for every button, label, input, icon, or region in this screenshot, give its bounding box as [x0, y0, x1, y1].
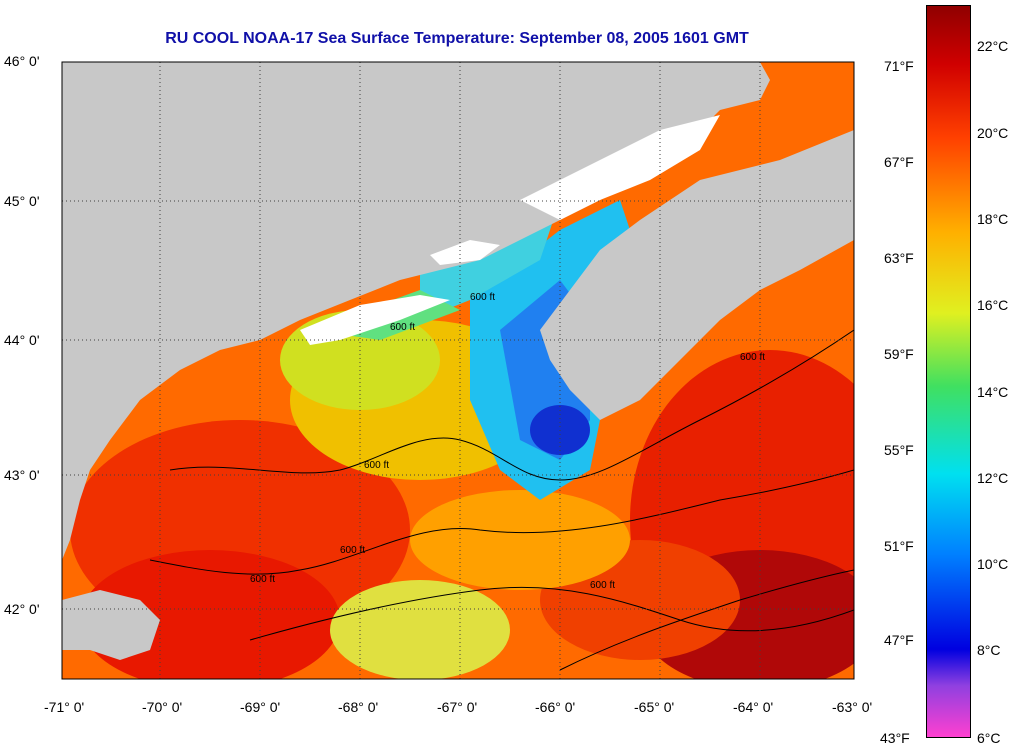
celsius-label: 22°C — [977, 38, 1009, 54]
map-title: RU COOL NOAA-17 Sea Surface Temperature:… — [165, 30, 749, 47]
lat-label: 45° 0' — [4, 193, 40, 209]
cloud-cover — [520, 115, 720, 220]
celsius-label: 8°C — [977, 642, 1001, 658]
fahrenheit-label: 47°F — [884, 632, 914, 648]
contour-label: 600 ft — [740, 352, 765, 363]
lat-label: 43° 0' — [4, 467, 40, 483]
celsius-label: 10°C — [977, 556, 1009, 572]
lat-label: 46° 0' — [4, 53, 40, 69]
lon-label: -63° 0' — [832, 699, 873, 715]
fahrenheit-label: 71°F — [884, 58, 914, 74]
colorbar-fill — [927, 6, 970, 737]
lon-label: -69° 0' — [240, 699, 281, 715]
fahrenheit-label: 67°F — [884, 154, 914, 170]
gulf-st-lawrence-water — [770, 62, 854, 90]
graticule — [62, 62, 854, 679]
depth-contour — [249, 586, 854, 641]
depth-contour — [169, 329, 854, 481]
fahrenheit-label: 43°F — [880, 730, 910, 746]
cool-water-patch — [330, 580, 510, 679]
lon-label: -67° 0' — [437, 699, 478, 715]
contour-label: 600 ft — [340, 545, 365, 556]
celsius-label: 16°C — [977, 297, 1009, 313]
lat-label: 44° 0' — [4, 332, 40, 348]
contour-label: 600 ft — [390, 322, 415, 333]
contour-label: 600 ft — [364, 460, 389, 471]
celsius-label: 14°C — [977, 384, 1009, 400]
depth-contour — [559, 569, 854, 671]
fahrenheit-label: 63°F — [884, 250, 914, 266]
lon-label: -71° 0' — [44, 699, 85, 715]
land-nova-scotia — [540, 130, 854, 420]
lon-label: -66° 0' — [535, 699, 576, 715]
celsius-label: 12°C — [977, 470, 1009, 486]
celsius-label: 6°C — [977, 730, 1001, 746]
temperature-colorbar — [926, 5, 971, 738]
lon-label: -65° 0' — [634, 699, 675, 715]
fahrenheit-label: 51°F — [884, 538, 914, 554]
lon-label: -70° 0' — [142, 699, 183, 715]
celsius-label: 20°C — [977, 125, 1009, 141]
contour-label: 600 ft — [470, 292, 495, 303]
lon-label: -64° 0' — [733, 699, 774, 715]
land-cape-cod — [62, 590, 160, 660]
lat-label: 42° 0' — [4, 601, 40, 617]
fahrenheit-label: 55°F — [884, 442, 914, 458]
lon-label: -68° 0' — [338, 699, 379, 715]
contour-label: 600 ft — [250, 574, 275, 585]
plot-frame — [61, 61, 855, 680]
cloud-cover — [300, 295, 450, 345]
cloud-cover — [430, 240, 500, 265]
celsius-label: 18°C — [977, 211, 1009, 227]
contour-label: 600 ft — [590, 580, 615, 591]
warm-water-patch — [410, 490, 630, 590]
fahrenheit-label: 59°F — [884, 346, 914, 362]
